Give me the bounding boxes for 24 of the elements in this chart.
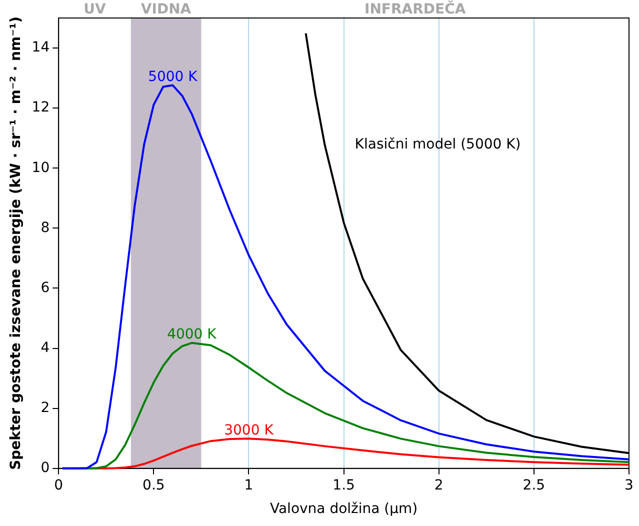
text: INFRARDEČA xyxy=(364,0,466,18)
x-tick-label: 0 xyxy=(54,477,64,494)
series-label: 5000 K xyxy=(148,68,198,85)
x-tick-label: 2.5 xyxy=(522,477,546,494)
y-tick-label: 2 xyxy=(40,400,50,416)
x-axis-title: Valovna dolžina (µm) xyxy=(270,501,418,518)
text: UV xyxy=(84,2,106,18)
band-label: VIDNA xyxy=(140,2,192,18)
y-tick-label: 12 xyxy=(32,100,50,116)
y-tick-label: 10 xyxy=(32,160,50,176)
y-tick-label: 4 xyxy=(40,340,50,356)
x-tick-label: 3 xyxy=(624,477,634,494)
x-tick-label: 1.5 xyxy=(332,477,355,494)
x-tick-label: 0.5 xyxy=(142,477,165,494)
y-tick-label: 6 xyxy=(40,280,50,296)
x-tick-label: 1 xyxy=(244,477,254,494)
y-tick-label: 14 xyxy=(32,40,50,56)
series-label: 4000 K xyxy=(167,326,218,343)
series-label: Klasični model (5000 K) xyxy=(354,136,521,153)
y-tick-label: 0 xyxy=(40,460,50,476)
x-tick-label: 2 xyxy=(434,477,444,494)
y-tick-label: 8 xyxy=(40,220,50,236)
series-label: 3000 K xyxy=(224,422,274,438)
y-axis-title: Spekter gostote izsevane energije (kW · sr⁻¹ · m⁻² · nm⁻¹) xyxy=(8,16,24,470)
